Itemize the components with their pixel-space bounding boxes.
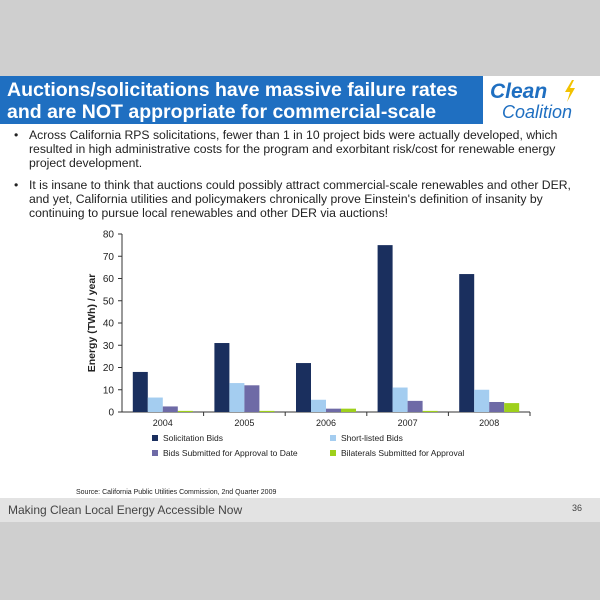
bar-bilaterals-submitted-for-approval-2004: [177, 410, 193, 412]
legend-label: Bids Submitted for Approval to Date: [163, 448, 298, 458]
bullet-dot: •: [14, 178, 19, 192]
bar-solicitation-bids-2008: [459, 274, 475, 412]
bar-bids-submitted-for-approval-to-date-2004: [162, 406, 178, 412]
footer-text: Making Clean Local Energy Accessible Now: [8, 503, 243, 517]
bar-solicitation-bids-2004: [132, 371, 148, 412]
x-tick-label: 2005: [234, 418, 254, 428]
x-tick-label: 2007: [398, 418, 418, 428]
legend-swatch: [330, 435, 336, 441]
y-tick-label: 30: [103, 341, 115, 352]
x-tick-label: 2006: [316, 418, 336, 428]
bullet-item: • It is insane to think that auctions co…: [14, 178, 582, 221]
y-tick-label: 70: [103, 252, 115, 263]
bullet-dot: •: [14, 128, 19, 142]
page-number: 36: [571, 503, 582, 513]
bar-bids-submitted-for-approval-to-date-2006: [326, 408, 341, 412]
lightning-bolt-icon: [565, 80, 575, 102]
bar-solicitation-bids-2006: [296, 363, 311, 412]
chart-source-note: Source: California Public Utilities Comm…: [76, 489, 276, 496]
legend-swatch: [152, 435, 158, 441]
title-line-1: Auctions/solicitations have massive fail…: [7, 79, 458, 101]
bar-short-listed-bids-2007: [392, 387, 408, 412]
bar-bilaterals-submitted-for-approval-2005: [259, 410, 275, 412]
bullet-item: • Across California RPS solicitations, f…: [14, 128, 582, 171]
y-tick-label: 50: [103, 296, 115, 307]
legend-label: Solicitation Bids: [163, 433, 223, 443]
y-tick-label: 10: [103, 385, 115, 396]
bar-bids-submitted-for-approval-to-date-2005: [244, 385, 260, 412]
bar-short-listed-bids-2005: [229, 383, 245, 412]
footer-bar: Making Clean Local Energy Accessible Now…: [0, 498, 600, 522]
slide-title: Auctions/solicitations have massive fail…: [0, 76, 483, 124]
x-tick-label: 2004: [153, 418, 173, 428]
legend-swatch: [330, 450, 336, 456]
x-tick-label: 2008: [479, 418, 499, 428]
logo-text-clean: Clean: [490, 80, 548, 103]
y-tick-label: 80: [103, 230, 115, 241]
legend-label: Short-listed Bids: [341, 433, 403, 443]
legend-label: Bilaterals Submitted for Approval: [341, 448, 464, 458]
bullet-text: Across California RPS solicitations, few…: [29, 128, 558, 171]
y-tick-label: 20: [103, 363, 115, 374]
bar-bids-submitted-for-approval-to-date-2008: [489, 401, 505, 412]
bar-short-listed-bids-2006: [311, 399, 326, 412]
slide: Auctions/solicitations have massive fail…: [0, 76, 600, 522]
bar-bids-submitted-for-approval-to-date-2007: [407, 400, 423, 412]
y-axis-title: Energy (TWh) / year: [86, 274, 98, 373]
clean-coalition-logo: Clean Coalition: [488, 80, 598, 126]
energy-bar-chart: 0 10 20 30 40 50 60 70 80 Energy (TWh) / year 2004…: [76, 230, 531, 496]
bar-bilaterals-submitted-for-approval-2007: [422, 410, 438, 412]
legend-swatch: [152, 450, 158, 456]
bar-solicitation-bids-2007: [377, 245, 393, 412]
bar-bilaterals-submitted-for-approval-2006: [341, 408, 356, 412]
y-tick-label: 0: [108, 408, 114, 419]
y-tick-label: 40: [103, 319, 115, 330]
y-tick-label: 60: [103, 274, 115, 285]
title-line-2: and are NOT appropriate for commercial-s…: [7, 101, 437, 123]
logo-text-coalition: Coalition: [502, 102, 573, 122]
bar-short-listed-bids-2008: [474, 389, 490, 412]
bullet-text: It is insane to think that auctions coul…: [29, 178, 571, 221]
bar-solicitation-bids-2005: [214, 343, 230, 412]
bar-bilaterals-submitted-for-approval-2008: [504, 403, 520, 412]
bar-short-listed-bids-2004: [147, 397, 163, 412]
